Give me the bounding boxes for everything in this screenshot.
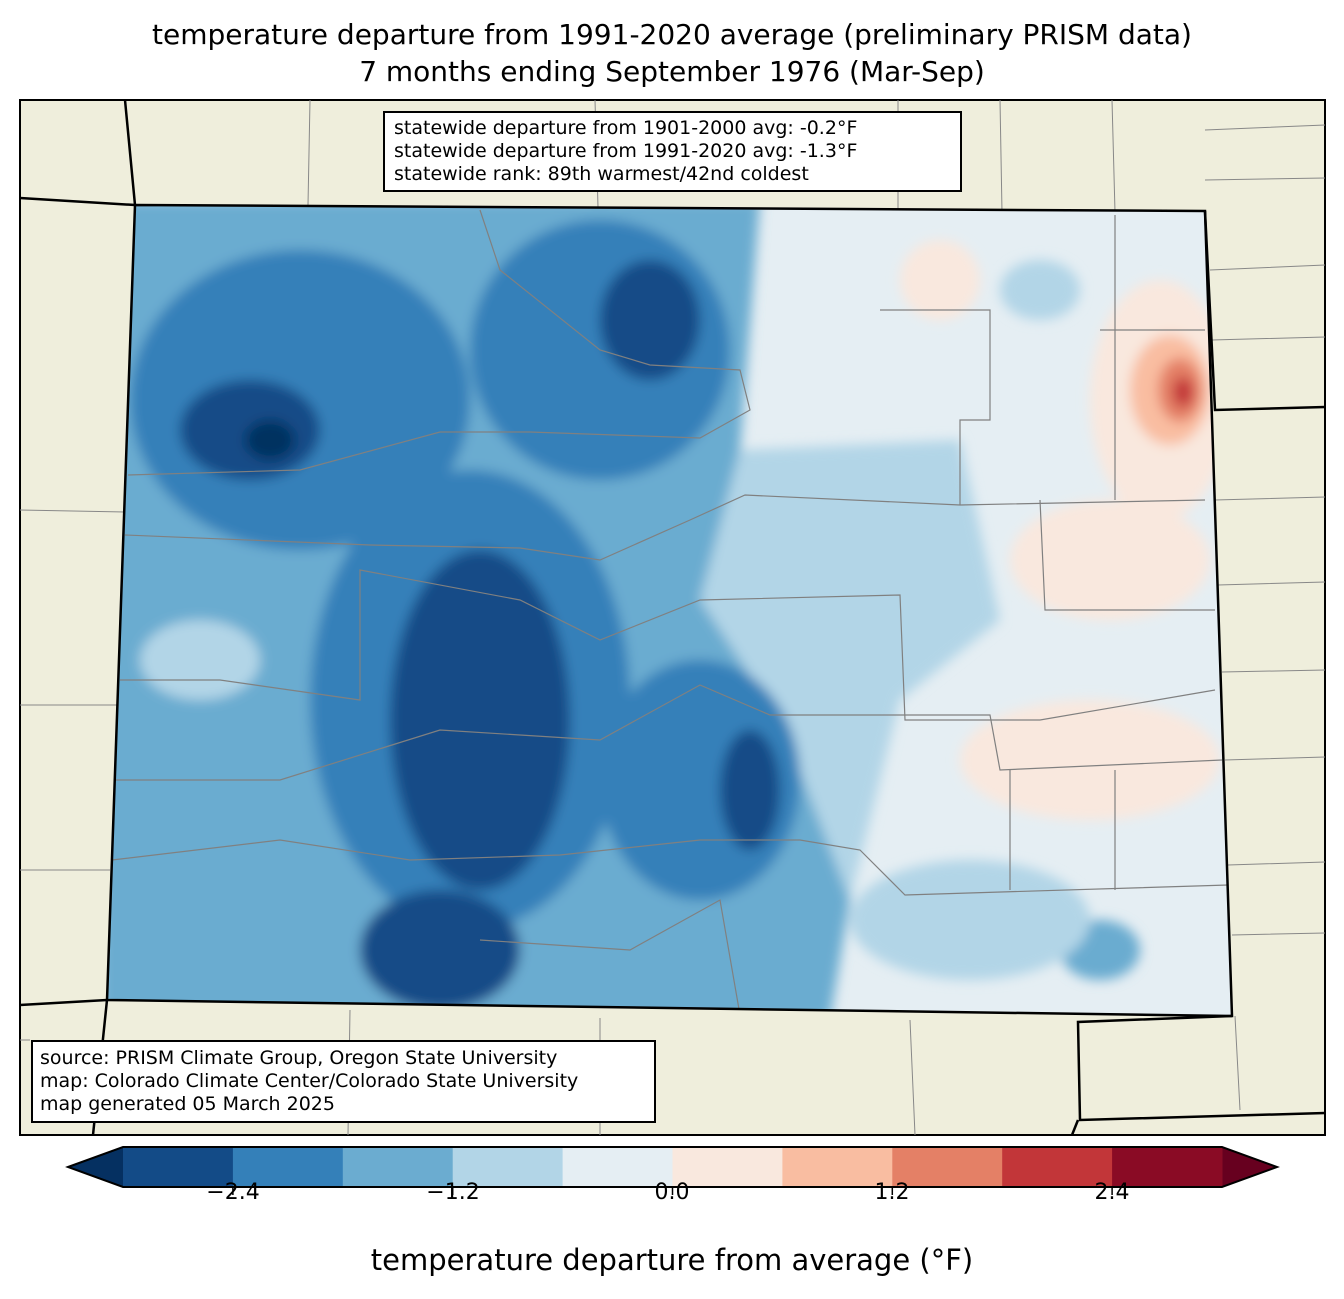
statewide-stats-box: statewide departure from 1901-2000 avg: … [383,111,962,192]
stat-rank: statewide rank: 89th warmest/42nd coldes… [394,163,809,185]
colorbar-bin [672,1147,783,1187]
colorbar-extend-low [68,1147,123,1187]
colorbar-extend-high [1222,1147,1277,1187]
stat-1901-2000: statewide departure from 1901-2000 avg: … [394,117,858,139]
colorbar [65,1146,1280,1195]
stat-1991-2020: statewide departure from 1991-2020 avg: … [394,140,858,162]
temperature-field [107,205,1232,1016]
map-title-line1: temperature departure from 1991-2020 ave… [152,18,1192,51]
colorbar-bin [1002,1147,1113,1187]
colorbar-tick-label: −2.4 [206,1180,260,1205]
colorbar-bin [782,1147,893,1187]
colorbar-tick-label: 0.0 [654,1180,690,1205]
map-credit-line: map: Colorado Climate Center/Colorado St… [40,1070,579,1092]
colorbar-tick-label: 1.2 [874,1180,910,1205]
colorbar-bin [123,1147,234,1187]
colorbar-bin [232,1147,344,1187]
colorbar-bin [342,1147,454,1187]
source-line: source: PRISM Climate Group, Oregon Stat… [40,1047,558,1069]
source-box: source: PRISM Climate Group, Oregon Stat… [31,1040,656,1123]
state-borders [19,99,1326,1136]
colorbar-bin [892,1147,1003,1187]
generated-date-line: map generated 05 March 2025 [40,1093,335,1115]
map-title-line2: 7 months ending September 1976 (Mar-Sep) [359,55,985,88]
colorbar-tick-label: −1.2 [426,1180,480,1205]
colorbar-outline [65,1146,1280,1188]
county-lines [111,209,1229,1016]
colorbar-label: temperature departure from average (°F) [370,1243,974,1277]
colorbar-tick-label: 2.4 [1094,1180,1130,1205]
colorbar-bin [452,1147,564,1187]
colorbar-bin [562,1147,673,1187]
colorbar-bin [1112,1147,1223,1187]
